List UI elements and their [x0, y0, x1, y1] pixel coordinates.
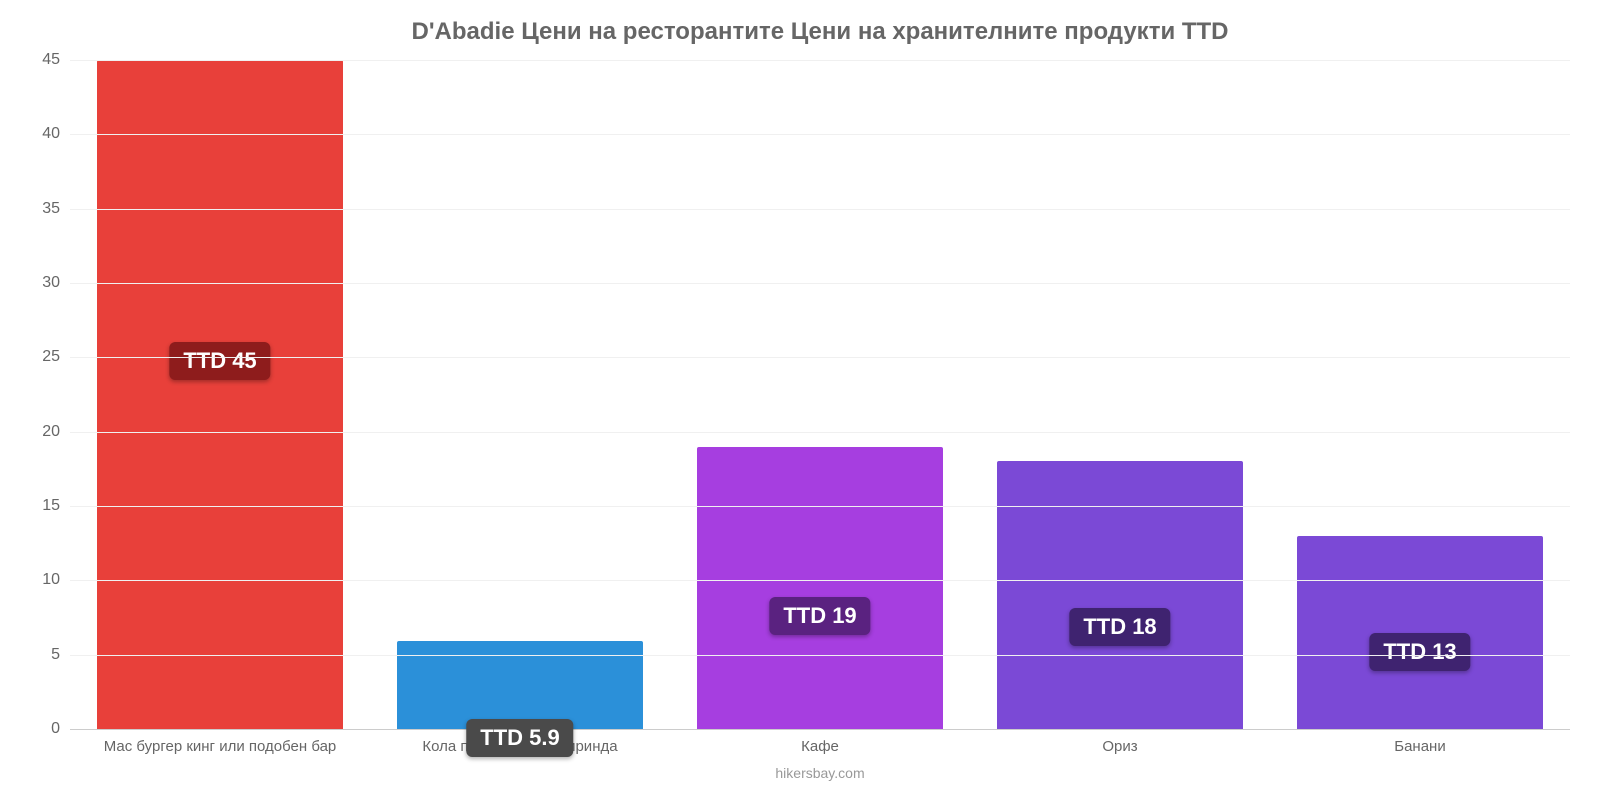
attribution-text: hikersbay.com — [70, 765, 1570, 781]
price-bar-chart: D'Abadie Цени на ресторантите Цени на хр… — [0, 0, 1600, 800]
bar: TTD 13 — [1297, 536, 1543, 729]
y-tick-label: 30 — [42, 274, 70, 292]
gridline — [70, 506, 1570, 507]
gridline — [70, 432, 1570, 433]
bar-slot: TTD 18 — [970, 60, 1270, 729]
bar: TTD 18 — [997, 461, 1243, 729]
bar: TTD 19 — [697, 447, 943, 729]
y-tick-label: 35 — [42, 200, 70, 218]
bar-slot: TTD 45 — [70, 60, 370, 729]
bar-slot: TTD 5.9 — [370, 60, 670, 729]
gridline — [70, 580, 1570, 581]
value-badge: TTD 5.9 — [466, 719, 573, 757]
y-tick-label: 45 — [42, 51, 70, 69]
x-tick-label: Банани — [1270, 738, 1570, 755]
value-badge: TTD 13 — [1369, 633, 1470, 671]
value-badge: TTD 45 — [169, 342, 270, 380]
bar: TTD 45 — [97, 60, 343, 729]
y-tick-label: 15 — [42, 497, 70, 515]
gridline — [70, 357, 1570, 358]
gridline — [70, 283, 1570, 284]
gridline — [70, 134, 1570, 135]
y-tick-label: 25 — [42, 348, 70, 366]
y-tick-label: 20 — [42, 423, 70, 441]
bar-slot: TTD 13 — [1270, 60, 1570, 729]
y-tick-label: 10 — [42, 571, 70, 589]
y-tick-label: 0 — [51, 720, 70, 738]
x-tick-label: Мас бургер кинг или подобен бар — [70, 738, 370, 755]
y-tick-label: 40 — [42, 125, 70, 143]
x-tick-label: Кафе — [670, 738, 970, 755]
bars-container: TTD 45 TTD 5.9 TTD 19 TTD 18 TTD 13 — [70, 60, 1570, 729]
value-badge: TTD 19 — [769, 597, 870, 635]
y-tick-label: 5 — [51, 646, 70, 664]
gridline — [70, 655, 1570, 656]
plot-area: TTD 45TTD 5.9TTD 19TTD 18TTD 13 05101520… — [70, 60, 1570, 730]
gridline — [70, 60, 1570, 61]
x-tick-label: Ориз — [970, 738, 1270, 755]
value-badge: TTD 18 — [1069, 608, 1170, 646]
bar-slot: TTD 19 — [670, 60, 970, 729]
x-axis: Мас бургер кинг или подобен барКола пепс… — [70, 738, 1570, 755]
gridline — [70, 209, 1570, 210]
chart-title: D'Abadie Цени на ресторантите Цени на хр… — [70, 18, 1570, 46]
